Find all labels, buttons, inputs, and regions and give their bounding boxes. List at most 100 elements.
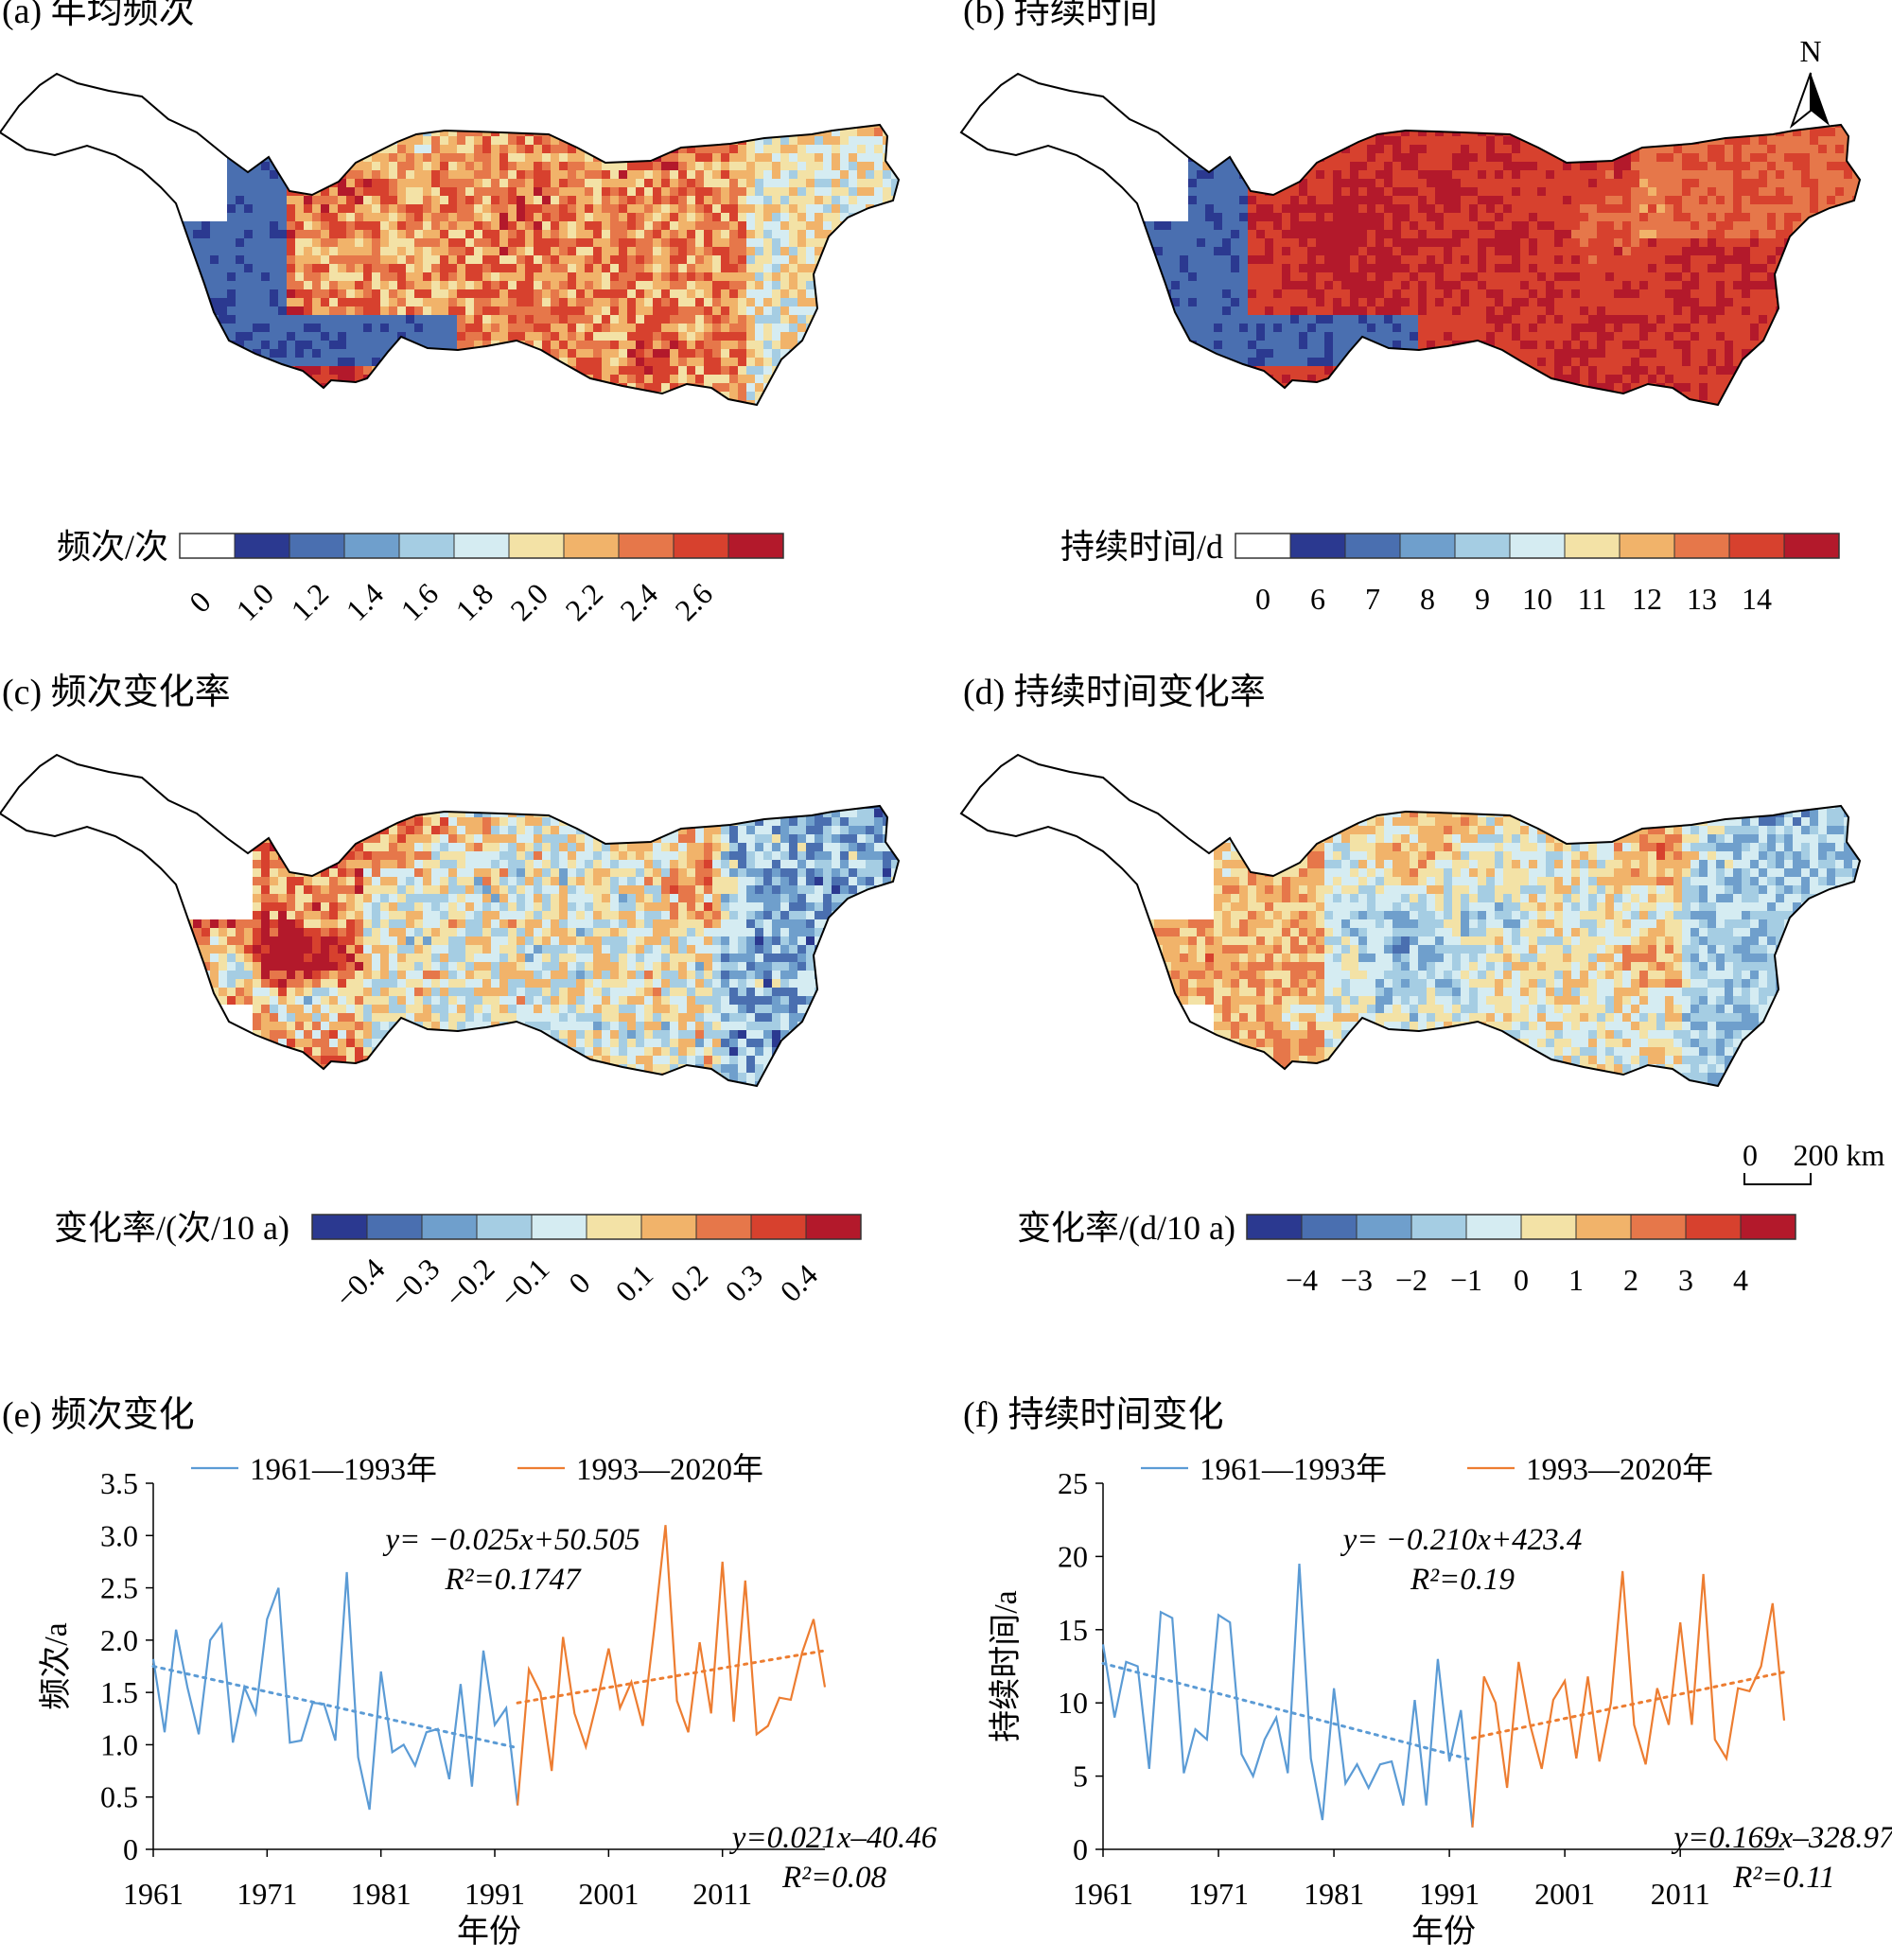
colorbar-swatch [640, 1214, 697, 1240]
x-tick-label: 2011 [1651, 1877, 1710, 1911]
map-panel-c: (c) 频次变化率 [0, 673, 901, 1088]
colorbar-tick-label: 1.6 [394, 576, 445, 627]
series-line [1101, 1564, 1474, 1828]
legend-label: 1961—1993年 [1200, 1452, 1387, 1487]
y-tick-label: 1.0 [100, 1727, 138, 1761]
colorbar-tick-label: 10 [1522, 582, 1552, 616]
trend-line [1101, 1661, 1475, 1762]
y-tick-label: 3.5 [100, 1466, 138, 1500]
colorbar-frame [311, 1214, 862, 1240]
colorbar-tick-label: 2.4 [613, 576, 664, 627]
colorbar-swatch [1509, 533, 1566, 559]
colorbar-tick-label: 0 [1514, 1263, 1529, 1297]
colorbar-tick-label: 2.2 [558, 576, 609, 627]
regression-equation: y= −0.210x+423.4 [1340, 1523, 1583, 1557]
map-panel-b: (b) 持续时间 [959, 0, 1862, 407]
map-panel-a: (a) 年均频次 [0, 0, 901, 407]
basin-outline [959, 72, 1862, 407]
colorbar-tick-label: −0.1 [493, 1251, 556, 1315]
colorbar-b: 持续时间/d 0 6 7 8 9 10 11 12 13 14 [1060, 528, 1840, 616]
colorbar-swatch [673, 533, 729, 559]
colorbar-swatch [1454, 533, 1511, 559]
colorbar-swatch [1465, 1214, 1522, 1240]
scale-bar: 0 200 km [1743, 1138, 1885, 1185]
colorbar-tick-label: 1 [1568, 1263, 1584, 1297]
colorbar-swatch [508, 533, 565, 559]
colorbar-tick-label: −0.2 [438, 1251, 501, 1315]
scale-bar-line [1743, 1173, 1812, 1185]
x-tick-label: 1961 [123, 1877, 184, 1911]
north-arrow: N [1789, 34, 1830, 129]
y-tick-label: 2.0 [100, 1623, 138, 1657]
colorbar-c: 变化率/(次/10 a) −0.4−0.3−0.2−0.1 0 0.1 0.2 0.3 0… [54, 1209, 862, 1315]
colorbar-swatch [618, 533, 674, 559]
y-tick-label: 20 [1058, 1539, 1088, 1573]
colorbar-swatch [398, 533, 455, 559]
colorbar-swatch [1356, 1214, 1412, 1240]
colorbar-tick-label: 0 [562, 1266, 597, 1301]
colorbar-tick-label: 0 [1255, 582, 1270, 616]
regression-equation: y= −0.025x+50.505 [382, 1523, 639, 1557]
colorbar-swatch [234, 533, 290, 559]
y-tick-label: 10 [1058, 1686, 1088, 1720]
colorbar-swatch [421, 1214, 478, 1240]
colorbar-tick-label: 0.3 [718, 1257, 769, 1308]
regression-r2: R²=0.11 [1732, 1861, 1835, 1895]
panel-b-title: (b) 持续时间 [963, 0, 1158, 31]
regression-equation: y=0.169x–328.97 [1671, 1821, 1892, 1855]
colorbar-swatch [695, 1214, 752, 1240]
colorbar-swatch [1520, 1214, 1577, 1240]
trend-line [151, 1665, 519, 1750]
y-tick-label: 0 [123, 1832, 138, 1866]
colorbar-swatch [289, 533, 345, 559]
colorbar-frame [179, 533, 784, 559]
y-tick-label: 0.5 [100, 1780, 138, 1814]
colorbar-tick-label: 1.2 [284, 576, 335, 627]
y-tick-label: 5 [1073, 1759, 1088, 1794]
y-axis-label: 持续时间/a [988, 1590, 1024, 1742]
x-tick-label: 1991 [1419, 1877, 1480, 1911]
y-tick-label: 0 [1073, 1832, 1088, 1866]
colorbar-tick-label: 0 [183, 585, 218, 620]
colorbar-swatch [805, 1214, 862, 1240]
north-arrow-label: N [1799, 34, 1821, 68]
colorbar-swatch [366, 1214, 423, 1240]
panel-c-title: (c) 频次变化率 [2, 673, 231, 712]
colorbar-swatch [1673, 533, 1730, 559]
colorbar-a: 频次/次 0 1.0 1.2 1.4 1.6 1.8 2.0 2.2 2.4 2.6 [57, 528, 784, 627]
colorbar-swatch [1410, 1214, 1467, 1240]
colorbar-swatch [1399, 533, 1456, 559]
x-tick-label: 2001 [578, 1877, 639, 1911]
colorbar-swatch [1728, 533, 1785, 559]
x-tick-label: 1981 [1304, 1877, 1364, 1911]
panel-d-title: (d) 持续时间变化率 [963, 673, 1266, 712]
trend-line [516, 1649, 827, 1705]
colorbar-tick-label: 9 [1475, 582, 1490, 616]
colorbar-swatch [1740, 1214, 1796, 1240]
colorbar-tick-label: −2 [1395, 1263, 1428, 1297]
colorbar-tick-label: 2.0 [503, 576, 554, 627]
colorbar-tick-label: 14 [1742, 582, 1772, 616]
y-tick-label: 3.0 [100, 1518, 138, 1552]
colorbar-a-label: 频次/次 [57, 528, 168, 566]
colorbar-swatch [531, 1214, 587, 1240]
colorbar-swatch [453, 533, 510, 559]
colorbar-c-label: 变化率/(次/10 a) [54, 1209, 289, 1247]
colorbar-swatch [1344, 533, 1401, 559]
colorbar-swatch [311, 1214, 368, 1240]
scale-bar-zero: 0 [1743, 1138, 1758, 1172]
y-tick-label: 1.5 [100, 1675, 138, 1709]
legend-label: 1993—2020年 [576, 1452, 763, 1487]
map-panel-d: (d) 持续时间变化率 [959, 673, 1862, 1088]
panel-e-title: (e) 频次变化 [2, 1395, 195, 1435]
x-tick-label: 1971 [236, 1877, 297, 1911]
colorbar-swatch [1246, 1214, 1303, 1240]
colorbar-swatch [586, 1214, 642, 1240]
trend-line [1471, 1671, 1786, 1740]
colorbar-tick-label: −0.3 [383, 1251, 447, 1315]
x-axis-label: 年份 [1411, 1914, 1476, 1950]
x-tick-label: 1971 [1188, 1877, 1249, 1911]
colorbar-tick-label: 8 [1420, 582, 1435, 616]
colorbar-d: 变化率/(d/10 a) −4 −3 −2 −1 0 1 2 3 4 [1017, 1209, 1796, 1297]
colorbar-tick-label: 0.1 [608, 1257, 659, 1308]
